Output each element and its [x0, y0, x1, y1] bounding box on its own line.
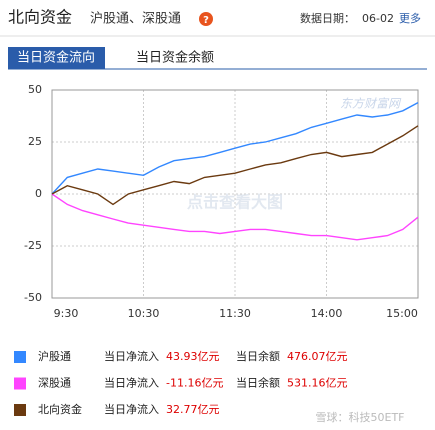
- balance-value: 476.07亿元: [287, 350, 348, 363]
- balance-value: 531.16亿元: [287, 377, 348, 390]
- y-tick-label: -50: [24, 291, 42, 304]
- help-icon[interactable]: [199, 12, 213, 26]
- balance-label: 当日余额: [236, 349, 280, 363]
- legend-swatch: [14, 404, 26, 416]
- legend-name: 沪股通: [38, 349, 71, 363]
- inflow-value: -11.16亿元: [166, 377, 223, 390]
- inflow-label: 当日净流入: [104, 402, 159, 416]
- y-tick-label: -25: [24, 239, 42, 252]
- balance-label: 当日余额: [236, 376, 280, 390]
- subtitle: 沪股通、深股通: [90, 11, 181, 27]
- y-tick-label: 50: [28, 83, 42, 96]
- x-tick-label: 10:30: [128, 307, 160, 320]
- legend-swatch: [14, 351, 26, 363]
- watermark: 雪球：科技50ETF: [316, 410, 405, 424]
- x-tick-label: 9:30: [54, 307, 79, 320]
- x-tick-label: 11:30: [219, 307, 251, 320]
- inflow-value: 32.77亿元: [166, 403, 220, 416]
- x-tick-label: 14:00: [311, 307, 343, 320]
- legend-swatch: [14, 377, 26, 390]
- tab-active[interactable]: [8, 47, 105, 69]
- legend-name: 北向资金: [38, 402, 82, 416]
- y-tick-label: 25: [28, 135, 42, 148]
- inflow-label: 当日净流入: [104, 349, 159, 363]
- series-line: [51, 193, 419, 241]
- title: 北向资金: [8, 8, 72, 27]
- date: 06-02: [362, 12, 394, 25]
- date-label: 数据日期：: [300, 11, 355, 25]
- inflow-value: 43.93亿元: [166, 350, 220, 363]
- help-text[interactable]: ?: [203, 15, 209, 26]
- tab-label[interactable]: 当日资金流向: [17, 50, 95, 66]
- watermark: 东方财富网: [340, 97, 402, 111]
- series-line: [51, 125, 419, 206]
- tab-label[interactable]: 当日资金余额: [136, 50, 214, 66]
- y-tick-label: 0: [35, 187, 42, 200]
- more-link[interactable]: 更多: [399, 11, 421, 25]
- series-line: [51, 101, 419, 195]
- legend-name: 深股通: [38, 377, 71, 390]
- inflow-label: 当日净流入: [104, 376, 159, 390]
- x-tick-label: 15:00: [386, 307, 418, 320]
- watermark: 点击查看大图: [187, 193, 283, 212]
